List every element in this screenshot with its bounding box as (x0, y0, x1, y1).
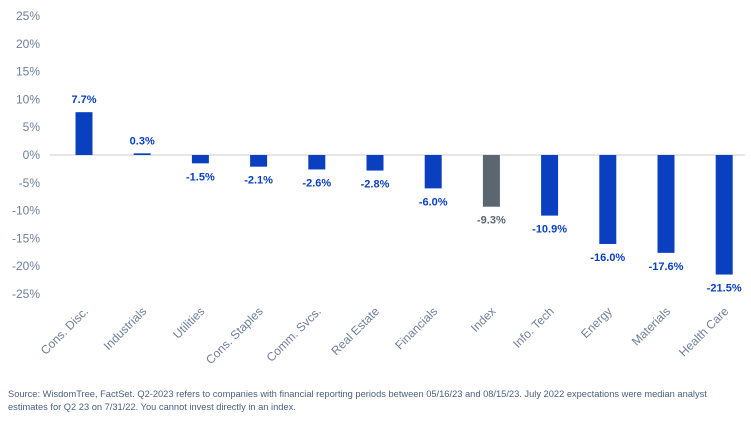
y-tick-label: 5% (23, 120, 41, 134)
bar (482, 155, 500, 207)
x-tick-label: Real Estate (328, 304, 382, 358)
data-label: -9.3% (477, 215, 506, 227)
x-tick-label: Cons. Disc. (38, 304, 91, 357)
y-tick-label: 20% (16, 37, 40, 51)
bar (250, 155, 268, 167)
x-tick-label: Comm. Svcs. (264, 304, 324, 364)
x-tick-label: Index (468, 304, 499, 335)
bar (133, 153, 151, 155)
bar (424, 155, 442, 189)
data-label: -2.8% (361, 179, 390, 191)
y-tick-label: -5% (19, 176, 41, 190)
data-label: -10.9% (532, 224, 567, 236)
y-tick-label: 10% (16, 92, 40, 106)
data-label: -6.0% (419, 196, 448, 208)
y-axis: 25% 20% 15% 10% 5% 0% -5% -10% -15% -20% -25% (12, 9, 40, 301)
y-tick-label: 0% (23, 148, 41, 162)
source-note: Source: WisdomTree, FactSet. Q2-2023 ref… (8, 389, 707, 412)
x-tick-label: Energy (578, 304, 615, 341)
y-tick-label: -25% (12, 287, 40, 301)
x-tick-label: Utilities (170, 304, 207, 341)
y-tick-label: -20% (12, 259, 40, 273)
bar (657, 155, 675, 253)
y-tick-label: -10% (12, 204, 40, 218)
data-label: -16.0% (590, 252, 625, 264)
bar (715, 155, 733, 275)
data-label: -2.1% (244, 175, 273, 187)
y-tick-label: 15% (16, 65, 40, 79)
y-tick-label: -15% (12, 231, 40, 245)
data-label: 7.7% (71, 94, 96, 106)
bar-chart: 25% 20% 15% 10% 5% 0% -5% -10% -15% -20% -25% 7.7%… (12, 9, 745, 367)
bar (599, 155, 617, 244)
bar (75, 112, 93, 155)
x-tick-label: Cons. Staples (203, 304, 266, 367)
x-tick-label: Info. Tech (510, 304, 557, 351)
bar (308, 155, 326, 170)
bar (366, 155, 384, 171)
data-label: -2.6% (302, 177, 331, 189)
data-label: -17.6% (649, 261, 684, 273)
data-label: -1.5% (186, 171, 215, 183)
bar (541, 155, 559, 216)
data-label: 0.3% (130, 135, 155, 147)
x-tick-label: Health Care (676, 304, 731, 359)
data-labels: 7.7% 0.3% -1.5% -2.1% -2.6% -2.8% -6.0% -9.3% -1… (71, 94, 741, 294)
data-label: -21.5% (707, 283, 742, 295)
x-tick-label: Industrials (101, 304, 150, 353)
y-tick-label: 25% (16, 9, 40, 23)
x-tick-label: Financials (392, 304, 440, 352)
bars (75, 112, 733, 275)
bar (191, 155, 209, 164)
x-tick-label: Materials (629, 304, 673, 348)
